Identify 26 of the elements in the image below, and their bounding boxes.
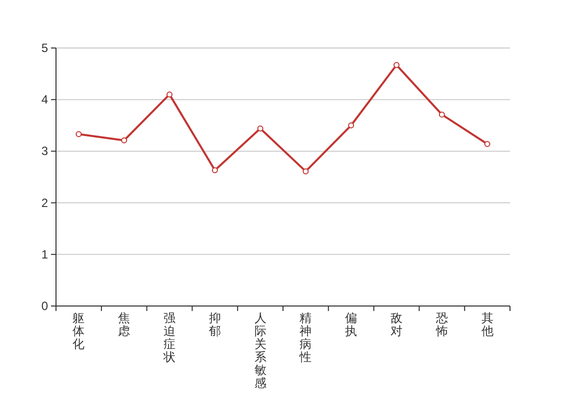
y-tick-label: 2 — [41, 196, 48, 210]
x-tick-label: 偏执 — [345, 311, 358, 338]
point — [166, 91, 172, 98]
point — [302, 168, 309, 174]
point — [394, 62, 400, 68]
x-tick-label: 其他 — [481, 311, 494, 338]
y-tick-label: 4 — [41, 92, 48, 107]
x-tick-label: 抑郁 — [208, 311, 221, 338]
point — [484, 140, 490, 147]
y-tick-label: 3 — [41, 144, 48, 158]
y-tick-label: 0 — [41, 299, 48, 313]
point — [121, 137, 128, 144]
point — [257, 125, 264, 132]
x-tick-label: 恐怖 — [434, 311, 448, 338]
point — [348, 122, 354, 128]
x-tick-label: 躯体化 — [72, 311, 85, 351]
point — [438, 112, 445, 118]
x-tick-label: 焦虑 — [118, 311, 130, 338]
x-tick-label: 人际关系敏感 — [254, 311, 266, 390]
y-tick-label: 1 — [41, 247, 48, 262]
point — [76, 131, 82, 138]
x-tick-label: 敌对 — [390, 311, 402, 338]
x-tick-label: 强迫症状 — [162, 311, 176, 364]
point — [212, 167, 218, 174]
y-tick-label: 5 — [41, 41, 48, 55]
x-tick-label: 精神病性 — [298, 311, 312, 364]
